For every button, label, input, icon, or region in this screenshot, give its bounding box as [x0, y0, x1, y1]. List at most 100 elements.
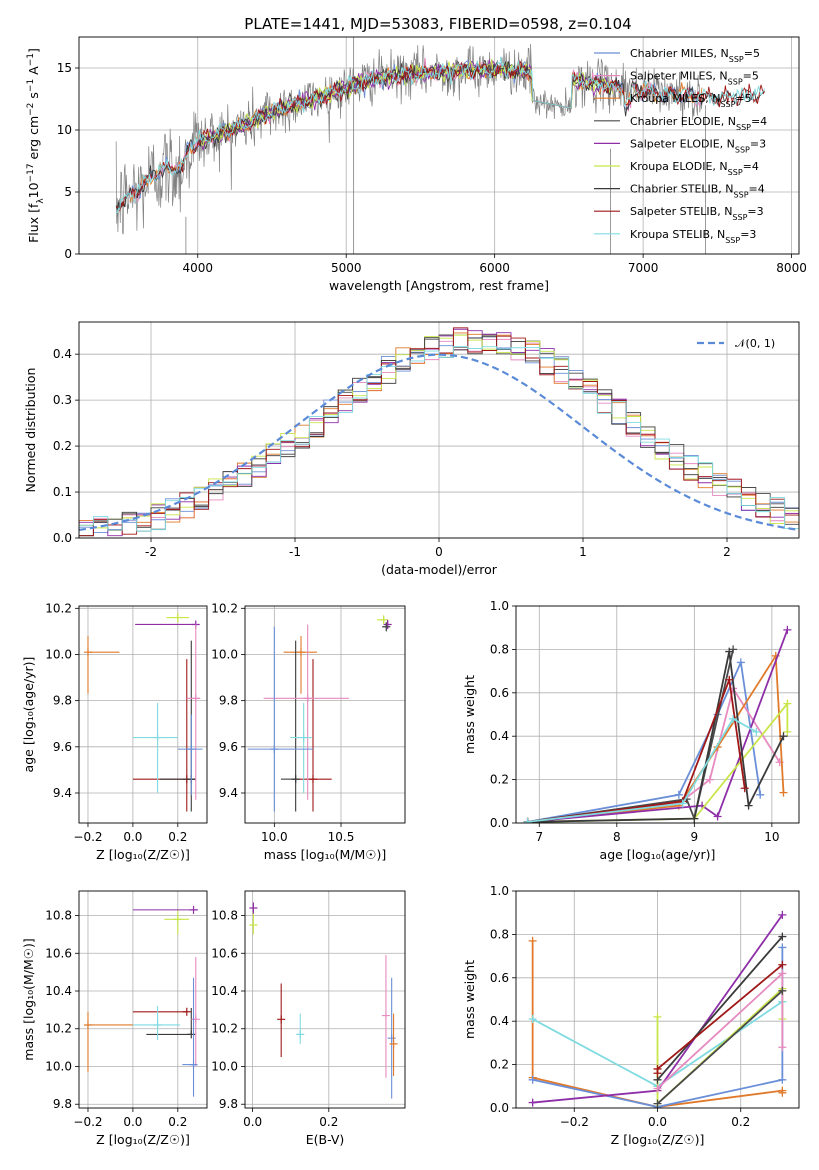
axes-mass-Z: −0.2 0.0 0.2 9.8 10.0 10.2 10.4 10.6 10.8 Z [log₁… — [21, 890, 208, 1147]
x-tick-label: 5000 — [331, 261, 362, 275]
y-tick-label: 10.8 — [45, 909, 72, 923]
point-marker — [249, 903, 258, 912]
mass-weight-line — [527, 651, 785, 823]
x-tick-label: −0.2 — [560, 1115, 589, 1129]
mass-weight-marker — [778, 960, 787, 969]
mass-weight-marker — [674, 790, 683, 799]
point-marker — [191, 1015, 200, 1024]
y-axis-label-part: −1 — [26, 53, 36, 66]
axes-frame — [78, 605, 208, 824]
y-tick-label: 10.2 — [45, 1022, 72, 1036]
x-tick-label: 10.5 — [328, 830, 355, 844]
axes-frame — [244, 890, 406, 1109]
y-axis-label: mass weight — [462, 675, 477, 754]
mass-weight-marker — [736, 658, 745, 667]
y-tick-label: 0.4 — [490, 729, 509, 743]
x-tick-label: 0.2 — [731, 1115, 750, 1129]
mass-weight-line — [527, 676, 746, 823]
mass-weight-marker — [783, 727, 792, 736]
point-marker — [296, 1030, 305, 1039]
y-tick-label: 9.8 — [219, 694, 238, 708]
y-axis-label: mass weight — [462, 960, 477, 1039]
model-fit-line — [115, 60, 765, 212]
legend-entry: Salpeter MILES, NSSP=5 — [630, 70, 759, 87]
axes-massweight-Z: −0.2 0.0 0.2 0.0 0.2 0.4 0.6 0.8 1.0 Z [log₁₀(Z/Z… — [462, 884, 800, 1147]
x-axis-label: Z [log₁₀(Z/Z☉)] — [611, 1132, 705, 1147]
y-tick-label: 15 — [57, 61, 72, 75]
legend-entry: Chabrier ELODIE, NSSP=4 — [630, 115, 767, 132]
legend-n: =4 — [751, 115, 767, 128]
point-marker — [189, 1060, 198, 1069]
y-tick-label: 0.4 — [53, 347, 72, 361]
x-axis-label: E(B-V) — [306, 1132, 345, 1147]
mass-weight-line — [656, 971, 784, 1090]
point-marker — [299, 733, 308, 742]
legend-n: =5 — [743, 70, 759, 83]
y-tick-label: 10 — [57, 123, 72, 137]
y-axis-label-part: 10 — [26, 182, 41, 198]
mass-weight-marker — [778, 1075, 787, 1084]
x-tick-label: -1 — [289, 545, 301, 559]
grid — [79, 891, 207, 1108]
residual-histogram — [79, 346, 799, 537]
y-axis-label-part: −17 — [26, 163, 36, 182]
point-marker — [173, 613, 182, 622]
ticks: 4000 5000 6000 7000 8000 0 5 10 15 — [57, 61, 807, 275]
x-tick-label: -2 — [145, 545, 157, 559]
y-axis-label-part: A — [26, 66, 41, 79]
legend-label: Chabrier ELODIE, N — [630, 115, 736, 128]
mass-weight-marker — [778, 910, 787, 919]
mass-weight-marker — [778, 986, 787, 995]
plot-area — [523, 625, 792, 823]
axes-frame — [78, 36, 800, 255]
legend-n: =5 — [744, 47, 760, 60]
y-tick-label: 10.4 — [45, 984, 72, 998]
y-tick-label: 10.0 — [45, 1059, 72, 1073]
plot-area — [528, 910, 787, 1108]
x-tick-label: 0.0 — [123, 830, 142, 844]
grid — [245, 606, 405, 823]
legend-sub: SSP — [728, 168, 743, 177]
y-tick-label: 5 — [64, 185, 72, 199]
legend-sub: SSP — [728, 77, 743, 86]
point-marker — [387, 1034, 396, 1043]
y-tick-label: 10.2 — [45, 601, 72, 615]
mass-weight-marker — [653, 1099, 662, 1108]
legend-sub: SSP — [735, 145, 750, 154]
ticks: 10.0 10.5 9.4 9.6 9.8 10.0 10.2 — [211, 601, 354, 844]
legend-sub: SSP — [734, 190, 749, 199]
mass-weight-marker — [783, 625, 792, 634]
x-tick-label: 4000 — [182, 261, 213, 275]
legend-label: Chabrier MILES, N — [630, 47, 729, 60]
mass-weight-line — [527, 717, 757, 823]
legend-entry: Kroupa ELODIE, NSSP=4 — [630, 160, 759, 177]
legend-sub: SSP — [729, 55, 744, 64]
legend-n: =3 — [747, 205, 763, 218]
y-tick-label: 0.1 — [53, 485, 72, 499]
legend-label: Kroupa ELODIE, N — [630, 160, 728, 173]
x-tick-label: 10.0 — [261, 830, 288, 844]
point-marker — [389, 1039, 398, 1048]
y-axis-label-part: erg cm — [26, 116, 41, 164]
mass-weight-marker — [653, 1064, 662, 1073]
y-axis-label-part: ] — [26, 48, 41, 53]
y-axis-label-part: −2 — [26, 103, 36, 116]
legend-sub: SSP — [720, 100, 735, 109]
point-marker — [379, 615, 388, 624]
axes-age-mass: 10.0 10.5 9.4 9.6 9.8 10.0 10.2 mass [log₁₀(M/M… — [211, 601, 406, 862]
axes-spectrum: 4000 5000 6000 7000 8000 0 5 10 15 wavelength [An… — [26, 36, 807, 293]
y-tick-label: 9.4 — [53, 786, 72, 800]
x-axis-label: wavelength [Angstrom, rest frame] — [329, 278, 549, 293]
legend-entry: Kroupa STELIB, NSSP=3 — [630, 228, 756, 245]
ticks: −0.2 0.0 0.2 9.4 9.6 9.8 10.0 10.2 — [45, 601, 187, 844]
point-marker — [83, 648, 92, 657]
point-marker — [187, 1030, 196, 1039]
axes-mass-EBV: 0.0 0.2 9.8 10.0 10.2 10.4 10.6 10.8 E(B-V) — [211, 890, 406, 1147]
mass-weight-marker — [705, 775, 714, 784]
mass-weight-marker — [778, 1088, 787, 1097]
y-tick-label: 0.8 — [490, 642, 509, 656]
legend-entry: Chabrier MILES, NSSP=5 — [630, 47, 760, 64]
legend-entry: Salpeter ELODIE, NSSP=3 — [630, 137, 766, 154]
point-marker — [270, 745, 279, 754]
